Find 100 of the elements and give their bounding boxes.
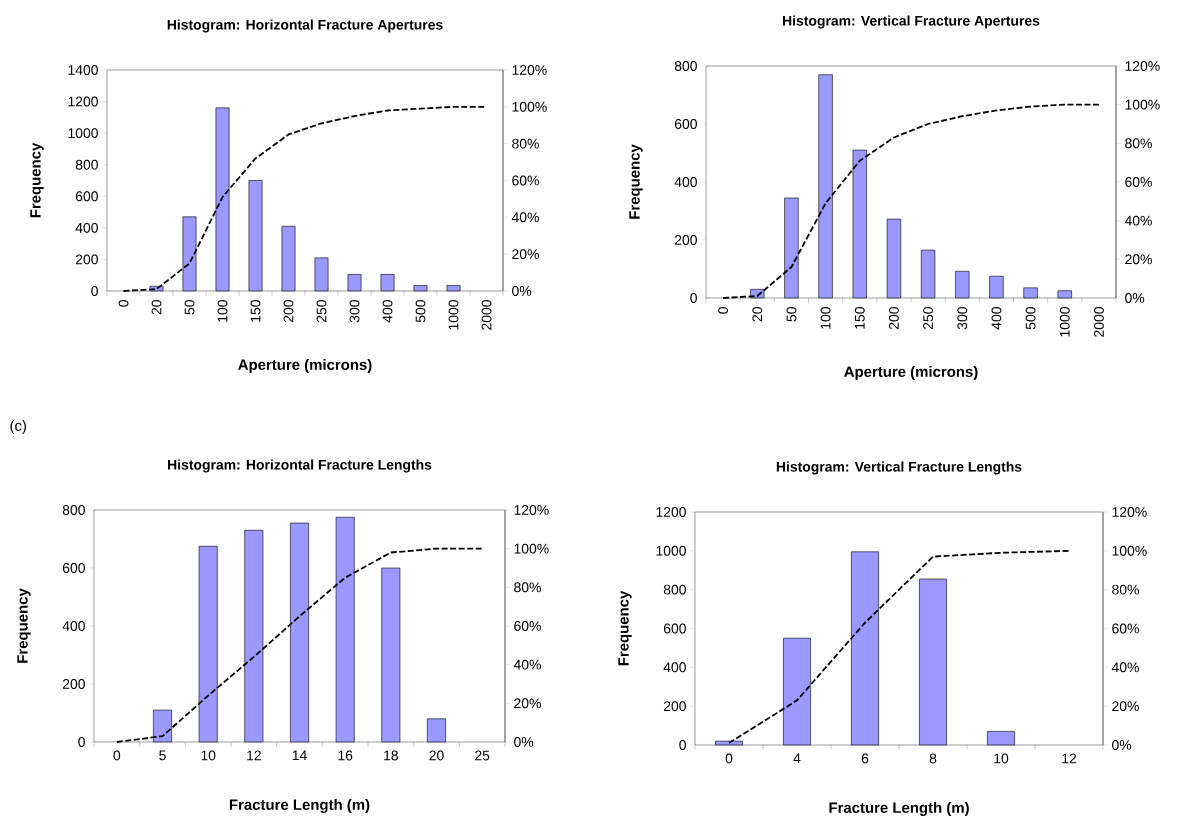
- y2-tick-label: 20%: [1112, 701, 1139, 712]
- y-tick-label: 0: [78, 737, 85, 747]
- y2-tick-label: 120%: [1112, 507, 1147, 517]
- y-tick-label: 1400: [68, 65, 98, 75]
- x-tick-label: 1000: [1059, 307, 1070, 337]
- y2-tick-label: 40%: [1124, 215, 1152, 226]
- x-tick-label: 10: [201, 750, 216, 761]
- y-axis-title: Frequency: [618, 590, 632, 666]
- y-axis-title: Frequency: [629, 144, 643, 219]
- y2-tick-label: 20%: [512, 249, 539, 260]
- y-tick-label: 1200: [656, 507, 686, 517]
- x-tick-label: 20: [429, 750, 444, 761]
- y2-tick-label: 120%: [512, 65, 547, 75]
- x-tick-label: 50: [786, 307, 797, 322]
- x-tick-label: 100: [217, 300, 228, 322]
- x-tick-label: 500: [1025, 307, 1036, 330]
- y-tick-label: 0: [679, 740, 686, 750]
- y2-tick-label: 0%: [512, 286, 532, 296]
- x-tick-label: 300: [349, 300, 360, 323]
- chart-title: Histogram: Horizontal Fracture Lengths: [168, 459, 432, 473]
- y-tick-label: 600: [62, 563, 85, 573]
- y-tick-label: 200: [62, 679, 85, 689]
- y-tick-label: 800: [75, 159, 98, 170]
- x-tick-label: 200: [283, 300, 294, 323]
- y2-tick-label: 80%: [512, 138, 539, 149]
- x-tick-label: 200: [888, 307, 899, 330]
- x-tick-label: 400: [382, 300, 393, 323]
- x-tick-label: 100: [820, 307, 831, 329]
- x-tick-label: 10: [994, 753, 1009, 764]
- x-tick-label: 12: [1062, 753, 1077, 764]
- y2-tick-label: 20%: [514, 698, 541, 709]
- x-tick-label: 20: [752, 307, 763, 322]
- x-tick-label: 2000: [481, 300, 492, 330]
- x-tick-label: 0: [113, 750, 121, 761]
- x-tick-label: 500: [415, 300, 426, 323]
- y2-tick-label: 40%: [511, 212, 539, 223]
- x-tick-label: 400: [991, 307, 1002, 330]
- y2-tick-label: 100%: [1125, 99, 1160, 110]
- y2-tick-label: 80%: [514, 582, 541, 593]
- y-tick-label: 200: [674, 235, 697, 245]
- x-axis-title: Fracture Length (m): [229, 798, 370, 813]
- y-tick-label: 600: [663, 623, 686, 634]
- y2-tick-label: 0%: [1112, 740, 1132, 750]
- y-tick-label: 400: [674, 177, 697, 187]
- x-tick-label: 6: [861, 753, 869, 764]
- y2-tick-label: 40%: [513, 659, 541, 670]
- text: (c): [10, 420, 27, 434]
- x-tick-label: 300: [957, 307, 968, 330]
- x-axis-title: Fracture Length (m): [829, 801, 969, 816]
- x-tick-label: 4: [793, 753, 801, 764]
- x-tick-label: 250: [923, 307, 934, 330]
- y-tick-label: 600: [674, 119, 697, 129]
- chart-title: Histogram: Horizontal Fracture Apertures: [167, 19, 443, 33]
- y2-tick-label: 60%: [514, 621, 541, 631]
- chart-title: Histogram: Vertical Fracture Apertures: [783, 15, 1040, 29]
- x-tick-label: 1000: [448, 300, 459, 330]
- y-tick-label: 600: [75, 191, 98, 202]
- x-tick-label: 8: [929, 753, 937, 764]
- x-tick-label: 0: [118, 300, 129, 307]
- x-tick-label: 18: [384, 750, 398, 761]
- y-tick-label: 200: [75, 254, 98, 265]
- x-axis-title: Aperture (microns): [844, 366, 978, 380]
- y2-tick-label: 40%: [1111, 662, 1139, 673]
- y-tick-label: 1000: [68, 128, 98, 139]
- x-tick-label: 150: [250, 300, 261, 322]
- x-axis-title: Aperture (microns): [238, 359, 372, 373]
- x-tick-label: 2000: [1093, 307, 1104, 337]
- y-tick-label: 0: [690, 293, 697, 303]
- y2-tick-label: 60%: [1112, 623, 1139, 634]
- y-tick-label: 400: [62, 621, 85, 631]
- x-tick-label: 250: [316, 300, 327, 323]
- y2-tick-label: 100%: [1112, 545, 1147, 556]
- y-tick-label: 0: [91, 286, 98, 296]
- y2-tick-label: 80%: [1125, 138, 1152, 149]
- y-tick-label: 800: [663, 584, 686, 595]
- y2-tick-label: 0%: [514, 737, 534, 747]
- y2-tick-label: 120%: [1125, 61, 1160, 71]
- y-tick-label: 200: [663, 701, 686, 712]
- x-tick-label: 25: [475, 750, 490, 761]
- y-tick-label: 1000: [656, 545, 686, 556]
- chart-title: Histogram: Vertical Fracture Lengths: [776, 461, 1022, 475]
- y-axis-title: Frequency: [17, 588, 31, 663]
- y2-tick-label: 60%: [512, 175, 539, 186]
- y2-tick-label: 100%: [514, 543, 549, 554]
- y-tick-label: 800: [674, 61, 697, 71]
- y2-tick-label: 100%: [512, 101, 547, 112]
- y2-tick-label: 120%: [514, 505, 549, 515]
- x-tick-label: 0: [725, 753, 733, 764]
- y2-tick-label: 0%: [1125, 293, 1145, 303]
- x-tick-label: 5: [159, 750, 166, 761]
- x-tick-label: 50: [184, 300, 195, 315]
- x-tick-label: 20: [151, 300, 162, 315]
- x-tick-label: 150: [854, 307, 865, 329]
- y-tick-label: 800: [62, 505, 85, 515]
- y-tick-label: 400: [75, 222, 98, 233]
- y2-tick-label: 20%: [1125, 254, 1152, 265]
- y-tick-label: 1200: [68, 96, 98, 107]
- y-axis-title: Frequency: [30, 142, 44, 218]
- x-tick-label: 14: [292, 750, 307, 761]
- y-tick-label: 400: [663, 662, 686, 673]
